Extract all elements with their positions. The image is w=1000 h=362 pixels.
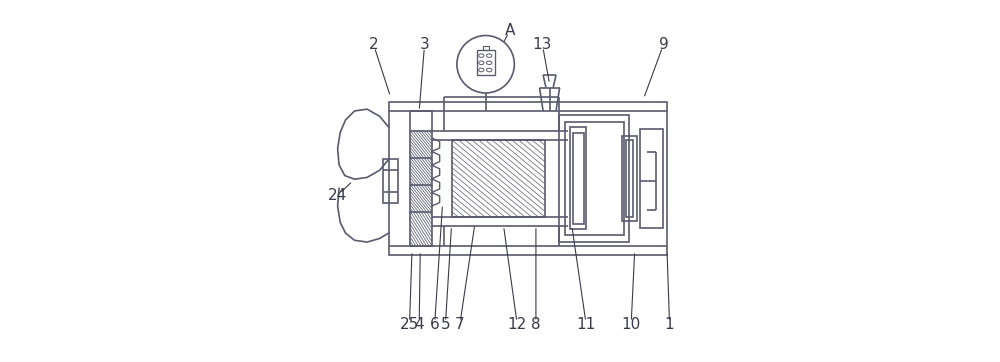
- Text: 6: 6: [430, 317, 439, 332]
- Bar: [389, 102, 667, 254]
- Bar: [483, 46, 489, 50]
- Text: 7: 7: [455, 317, 465, 332]
- Ellipse shape: [487, 61, 492, 64]
- Text: 10: 10: [621, 317, 641, 332]
- Bar: [559, 114, 629, 242]
- Text: 8: 8: [531, 317, 541, 332]
- Text: 3: 3: [420, 37, 429, 52]
- Bar: [452, 140, 545, 217]
- Text: 12: 12: [508, 317, 527, 332]
- Bar: [622, 136, 637, 220]
- Text: 24: 24: [328, 188, 347, 203]
- Ellipse shape: [479, 61, 484, 64]
- Bar: [477, 50, 495, 75]
- Ellipse shape: [487, 54, 492, 58]
- Ellipse shape: [487, 68, 492, 72]
- Bar: [565, 122, 624, 235]
- Bar: [626, 140, 633, 217]
- Text: 11: 11: [577, 317, 596, 332]
- Bar: [573, 132, 584, 224]
- Text: 13: 13: [533, 37, 552, 52]
- Ellipse shape: [479, 54, 484, 58]
- Circle shape: [457, 35, 514, 93]
- Text: 1: 1: [665, 317, 674, 332]
- Text: 4: 4: [414, 317, 424, 332]
- Bar: [640, 129, 663, 228]
- Bar: [570, 127, 586, 230]
- Text: 9: 9: [659, 37, 668, 52]
- Text: A: A: [505, 23, 515, 38]
- Bar: [410, 111, 432, 246]
- Bar: [383, 159, 398, 203]
- Ellipse shape: [479, 68, 484, 72]
- Text: 5: 5: [441, 317, 450, 332]
- Text: 2: 2: [369, 37, 378, 52]
- Text: 25: 25: [400, 317, 419, 332]
